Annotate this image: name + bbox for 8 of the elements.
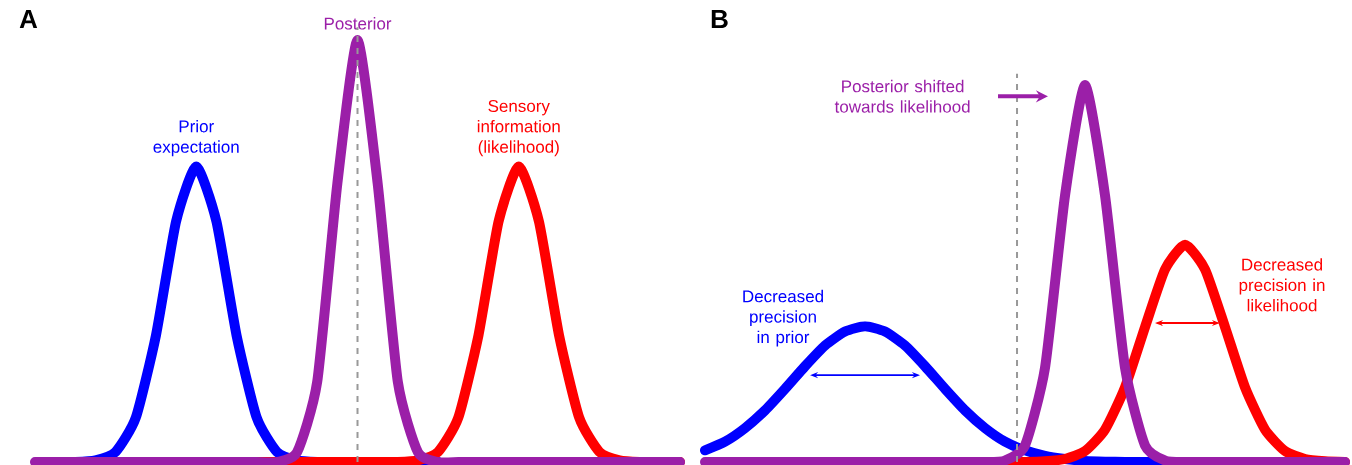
text: Sensory information (likelihood) xyxy=(477,100,560,157)
chart-title: A xyxy=(19,10,38,28)
series-label: Prior expectation xyxy=(153,119,239,157)
legend-label: Posterior shifted towards likelihood xyxy=(834,79,970,113)
series-label: Posterior xyxy=(324,17,392,30)
chart-title: B xyxy=(711,10,728,28)
series-label: Decreased precision in likelihood xyxy=(1239,258,1325,312)
series-label: Decreased precision in prior xyxy=(743,289,824,347)
